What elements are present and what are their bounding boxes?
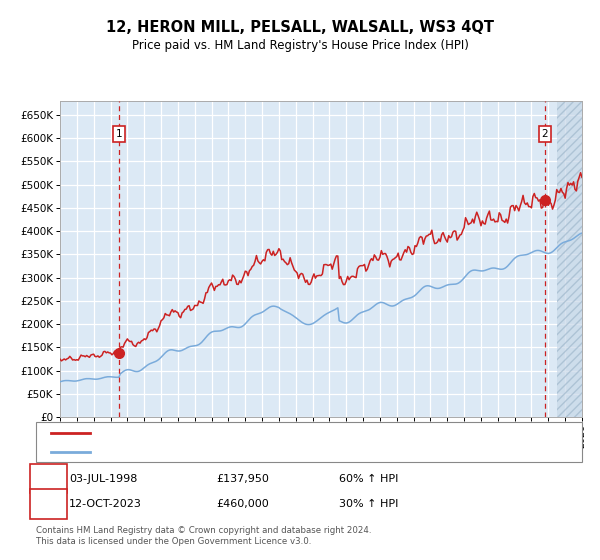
Text: 12, HERON MILL, PELSALL, WALSALL, WS3 4QT: 12, HERON MILL, PELSALL, WALSALL, WS3 4Q… (106, 20, 494, 35)
Text: 2: 2 (45, 499, 52, 509)
Text: HPI: Average price, detached house, Walsall: HPI: Average price, detached house, Wals… (96, 447, 326, 457)
Text: £137,950: £137,950 (216, 474, 269, 484)
Text: 1: 1 (116, 129, 122, 139)
Text: 30% ↑ HPI: 30% ↑ HPI (339, 499, 398, 509)
Text: 60% ↑ HPI: 60% ↑ HPI (339, 474, 398, 484)
Bar (557, 101, 582, 417)
Text: £460,000: £460,000 (216, 499, 269, 509)
Text: Price paid vs. HM Land Registry's House Price Index (HPI): Price paid vs. HM Land Registry's House … (131, 39, 469, 52)
Text: Contains HM Land Registry data © Crown copyright and database right 2024.
This d: Contains HM Land Registry data © Crown c… (36, 526, 371, 546)
Text: 1: 1 (45, 474, 52, 484)
Text: 2: 2 (541, 129, 548, 139)
Text: 12-OCT-2023: 12-OCT-2023 (69, 499, 142, 509)
Text: 12, HERON MILL, PELSALL, WALSALL, WS3 4QT (detached house): 12, HERON MILL, PELSALL, WALSALL, WS3 4Q… (96, 428, 434, 438)
Text: 03-JUL-1998: 03-JUL-1998 (69, 474, 137, 484)
